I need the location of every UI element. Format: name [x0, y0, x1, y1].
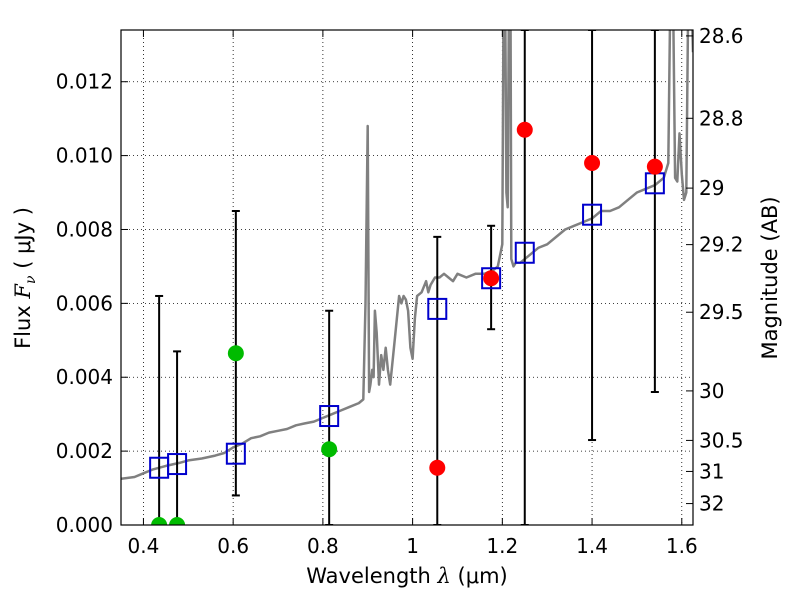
non-detection-point — [169, 517, 186, 525]
model-photometry-square — [167, 453, 188, 476]
error-bar-layer — [155, 30, 659, 525]
y-tick-label: 0.006 — [56, 291, 113, 315]
detection-point — [646, 158, 663, 175]
x-tick-label: 0.6 — [217, 534, 249, 558]
plot-frame — [120, 29, 694, 526]
observed-points-layer — [151, 121, 663, 525]
model-spectrum-line — [121, 30, 693, 481]
mag-tick-label: 28.6 — [699, 24, 744, 48]
tick-layer: 0.4 0.6 0.8 1 1.2 1.4 1.6 0.000 0.002 0.004 0.006 0… — [56, 24, 744, 558]
x-tick-label: 1 — [406, 534, 419, 558]
x-tick-label: 0.4 — [128, 534, 160, 558]
non-detection-point — [227, 345, 244, 362]
x-tick-label: 1.4 — [576, 534, 608, 558]
x-tick-label: 1.6 — [666, 534, 698, 558]
y-tick-label: 0.010 — [56, 144, 113, 168]
x-tick-label: 1.2 — [486, 534, 518, 558]
model-photometry-square — [514, 241, 535, 264]
x-axis-title: Wavelength λ (μm) — [306, 564, 507, 588]
model-photometry-square — [225, 442, 246, 465]
y-tick-label: 0.000 — [56, 513, 113, 537]
mag-tick-label: 29.2 — [699, 233, 744, 257]
detection-point — [429, 459, 446, 476]
y-tick-label: 0.004 — [56, 365, 113, 389]
x-tick-label: 0.8 — [307, 534, 339, 558]
mag-tick-label: 29 — [699, 176, 724, 200]
model-photometry-layer — [149, 172, 665, 479]
model-photometry-square — [582, 203, 603, 226]
model-photometry-square — [427, 297, 448, 320]
mag-tick-label: 28.8 — [699, 106, 744, 130]
y-tick-label: 0.002 — [56, 439, 113, 463]
mag-tick-label: 31 — [699, 459, 724, 483]
y2-axis-title: Magnitude (AB) — [758, 196, 782, 359]
y-tick-label: 0.008 — [56, 217, 113, 241]
mag-tick-label: 32 — [699, 492, 724, 516]
detection-point — [516, 121, 533, 138]
detection-point — [483, 270, 500, 287]
model-spectrum-layer — [121, 30, 693, 481]
model-photometry-square — [319, 405, 340, 428]
mag-tick-label: 30 — [699, 379, 724, 403]
detection-point — [584, 154, 601, 171]
y-axis-title: Flux Fν ( μJy ) — [11, 207, 39, 349]
grid-lines — [121, 30, 693, 526]
model-photometry-square — [481, 267, 502, 290]
non-detection-point — [151, 517, 168, 525]
y-tick-label: 0.012 — [56, 70, 113, 94]
non-detection-point — [321, 441, 338, 458]
mag-tick-label: 30.5 — [699, 428, 744, 452]
mag-tick-label: 29.5 — [699, 300, 744, 324]
